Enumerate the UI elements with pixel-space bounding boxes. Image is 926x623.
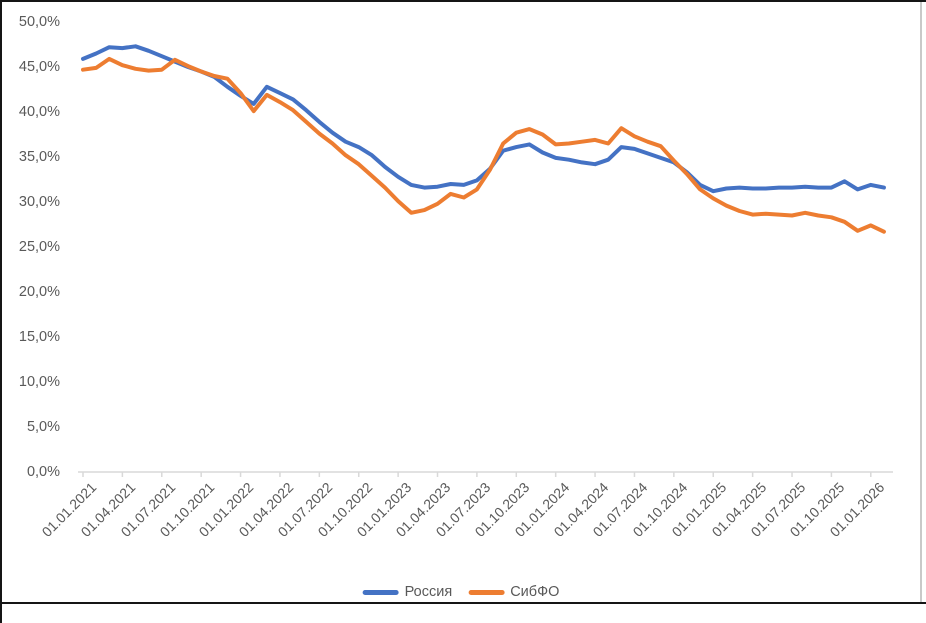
y-axis-label: 0,0% (26, 464, 60, 480)
legend-swatch-russia (362, 589, 399, 595)
y-axis-label: 10,0% (18, 374, 60, 390)
frame-border-right (920, 2, 922, 602)
legend: Россия СибФО (362, 583, 559, 601)
y-axis-label: 40,0% (18, 104, 60, 120)
y-axis-label: 5,0% (26, 419, 60, 435)
y-axis-label: 30,0% (18, 194, 60, 210)
legend-item-russia: Россия (362, 583, 453, 601)
y-axis-label: 25,0% (18, 239, 60, 255)
frame-border-left (0, 0, 2, 623)
series-line-0-Россия (81, 44, 886, 194)
legend-label-russia: Россия (404, 584, 453, 600)
legend-item-sibfo: СибФО (468, 583, 559, 601)
y-axis-label: 15,0% (18, 329, 60, 345)
legend-label-sibfo: СибФО (510, 584, 560, 600)
frame-border-bottom (0, 602, 926, 604)
series-line-1-СибФО (81, 56, 886, 234)
y-axis-label: 20,0% (18, 284, 60, 300)
frame-border-top (0, 0, 926, 2)
legend-swatch-sibfo (468, 589, 505, 595)
y-axis-label: 35,0% (18, 149, 60, 165)
y-axis-label: 45,0% (18, 59, 60, 75)
y-axis-label: 50,0% (18, 14, 60, 30)
